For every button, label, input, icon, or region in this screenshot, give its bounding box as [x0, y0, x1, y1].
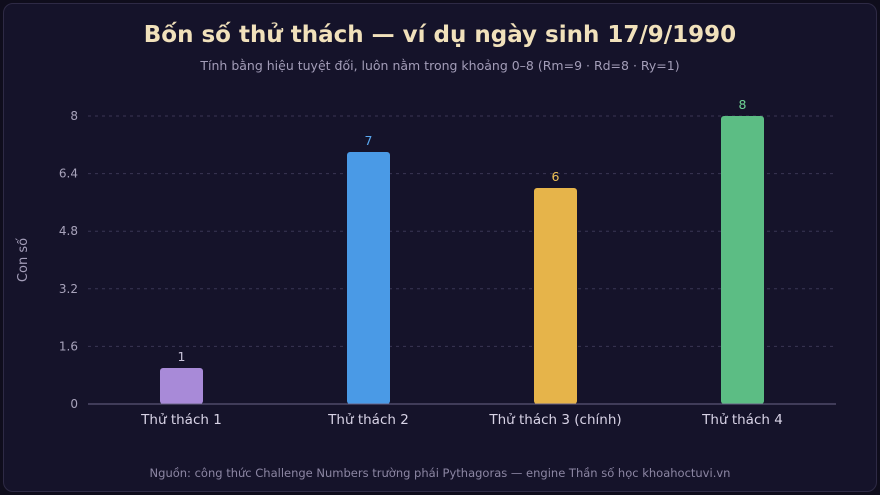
bar	[160, 368, 203, 404]
x-tick-labels: Thử thách 1 Thử thách 2 Thử thách 3 (chính…	[140, 412, 783, 428]
y-tick-label: 0	[70, 397, 78, 411]
value-label: 1	[178, 349, 186, 364]
y-tick-labels: 0 1.6 3.2 4.8 6.4 8	[59, 109, 78, 411]
y-tick-label: 4.8	[59, 224, 78, 238]
bars	[160, 116, 764, 404]
bar	[721, 116, 764, 404]
x-tick-label: Thử thách 1	[140, 412, 222, 428]
chart-subtitle: Tính bằng hiệu tuyệt đối, luôn nằm trong…	[200, 58, 680, 73]
value-label: 6	[552, 169, 560, 184]
y-tick-label: 1.6	[59, 339, 78, 353]
x-tick-label: Thử thách 3 (chính)	[488, 412, 621, 428]
gridlines	[88, 115, 836, 347]
source-note: Nguồn: công thức Challenge Numbers trườn…	[149, 466, 731, 480]
chart-title: Bốn số thử thách — ví dụ ngày sinh 17/9/…	[143, 22, 737, 48]
y-tick-label: 6.4	[59, 167, 78, 181]
bar	[347, 152, 390, 404]
bar	[534, 188, 577, 404]
x-tick-label: Thử thách 2	[327, 412, 409, 428]
value-label: 7	[365, 133, 373, 148]
value-label: 8	[739, 97, 747, 112]
x-tick-label: Thử thách 4	[701, 412, 783, 428]
y-tick-label: 3.2	[59, 282, 78, 296]
y-tick-label: 8	[70, 109, 78, 123]
y-axis-label: Con số	[16, 238, 31, 282]
